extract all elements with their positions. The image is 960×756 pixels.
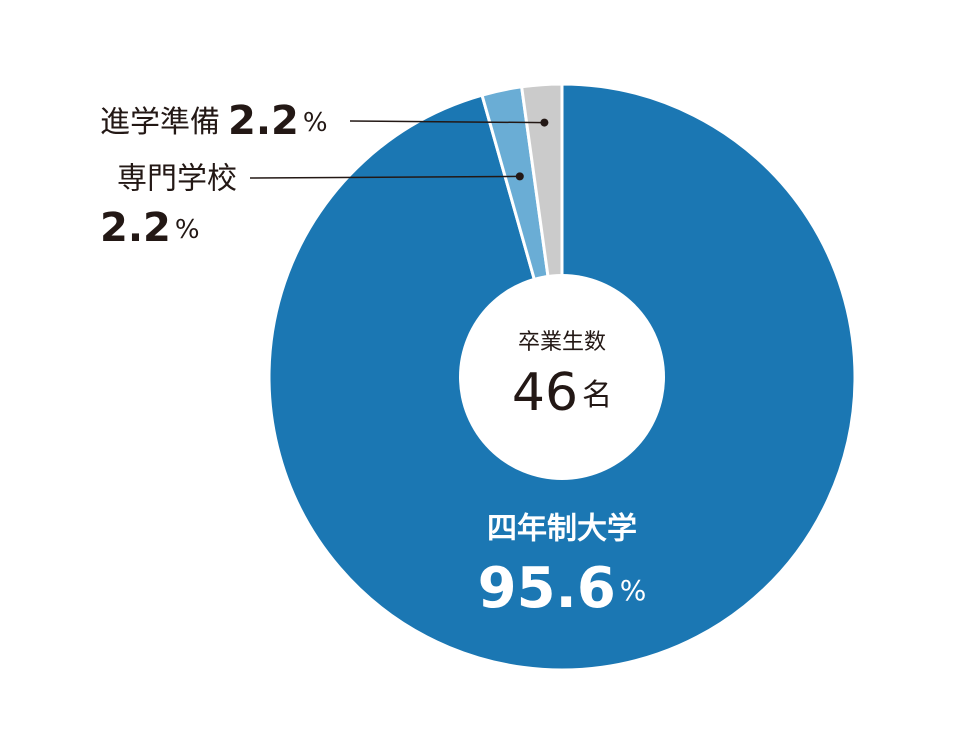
leader-line <box>349 120 545 124</box>
value-number: 2.2 <box>100 205 171 251</box>
center-label: 卒業生数 <box>518 330 606 355</box>
center-unit: 名 <box>582 378 612 413</box>
center-number: 46 <box>512 363 578 423</box>
value-number: 2.2 <box>228 98 299 144</box>
slice-value: 95.6% <box>478 556 647 621</box>
slice-label: 四年制大学 <box>487 512 637 547</box>
center-value: 46 名 <box>512 363 612 423</box>
leader-dot <box>515 172 524 181</box>
label-name: 進学準備 <box>100 105 220 140</box>
value-unit: % <box>620 574 647 607</box>
donut-hole <box>459 274 665 480</box>
value-unit: % <box>175 215 200 245</box>
leader-line <box>249 175 520 179</box>
value-number: 95.6 <box>478 556 616 621</box>
slice-value: 2.2% <box>100 205 200 251</box>
value-unit: % <box>303 108 328 138</box>
leader-dot <box>540 118 549 127</box>
slice-label: 進学準備 2.2% <box>100 98 328 144</box>
slice-label: 専門学校 <box>117 162 237 197</box>
